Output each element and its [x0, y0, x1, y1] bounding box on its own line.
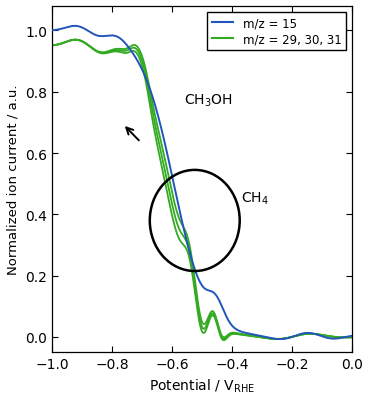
X-axis label: Potential / V$_{\mathrm{RHE}}$: Potential / V$_{\mathrm{RHE}}$ — [149, 377, 255, 394]
Text: CH$_3$OH: CH$_3$OH — [184, 92, 233, 108]
Text: CH$_4$: CH$_4$ — [241, 190, 269, 206]
Y-axis label: Normalized ion current / a.u.: Normalized ion current / a.u. — [7, 85, 20, 275]
Legend: m/z = 15, m/z = 29, 30, 31: m/z = 15, m/z = 29, 30, 31 — [207, 13, 346, 51]
